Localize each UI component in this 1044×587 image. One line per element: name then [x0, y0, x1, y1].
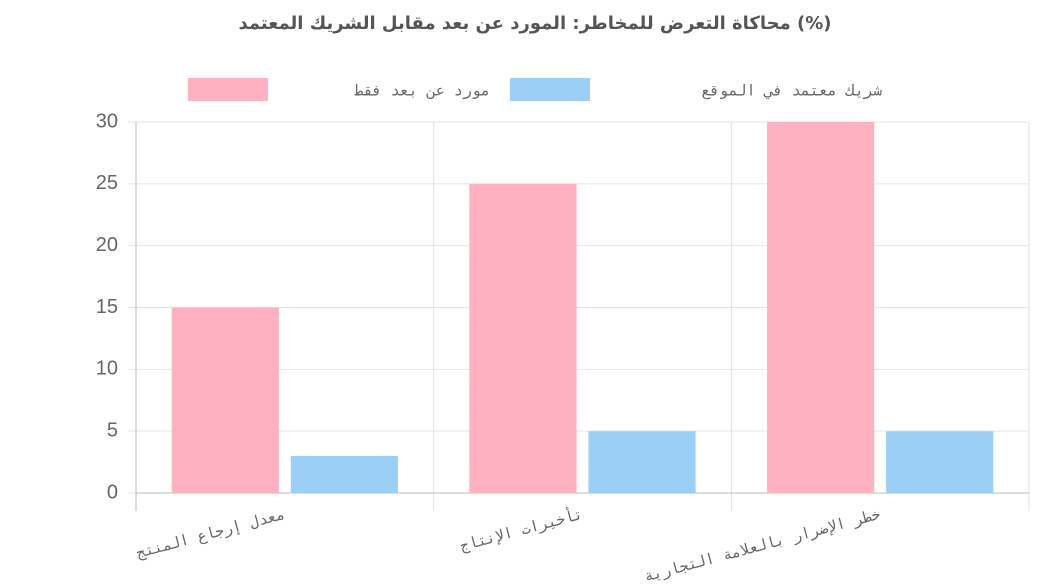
- x-tick-label: خطر الإضرار بالعلامة التجارية: [642, 505, 882, 585]
- bar: [290, 455, 398, 493]
- legend-label: مورد عن بعد فقط: [355, 82, 490, 100]
- y-tick-label: 5: [107, 419, 118, 441]
- y-tick-label: 25: [96, 172, 118, 194]
- chart-title: محاكاة التعرض للمخاطر: المورد عن بعد مقا…: [238, 13, 831, 34]
- bar: [886, 431, 994, 493]
- y-tick-label: 0: [107, 481, 118, 503]
- bar: [588, 431, 696, 493]
- bar: [171, 307, 279, 493]
- legend-swatch: [510, 78, 590, 101]
- y-tick-label: 10: [96, 358, 118, 380]
- legend-label: شريك معتمد في الموقع: [701, 82, 882, 101]
- x-tick-label: تأخيرات الإنتاج: [457, 503, 585, 556]
- x-tick-label: معدل إرجاع المنتج: [134, 505, 287, 562]
- y-tick-label: 20: [96, 234, 118, 256]
- bar: [469, 183, 577, 494]
- y-tick-label: 30: [96, 110, 118, 132]
- legend-swatch: [188, 78, 268, 101]
- bar: [767, 122, 875, 493]
- y-tick-label: 15: [96, 296, 118, 318]
